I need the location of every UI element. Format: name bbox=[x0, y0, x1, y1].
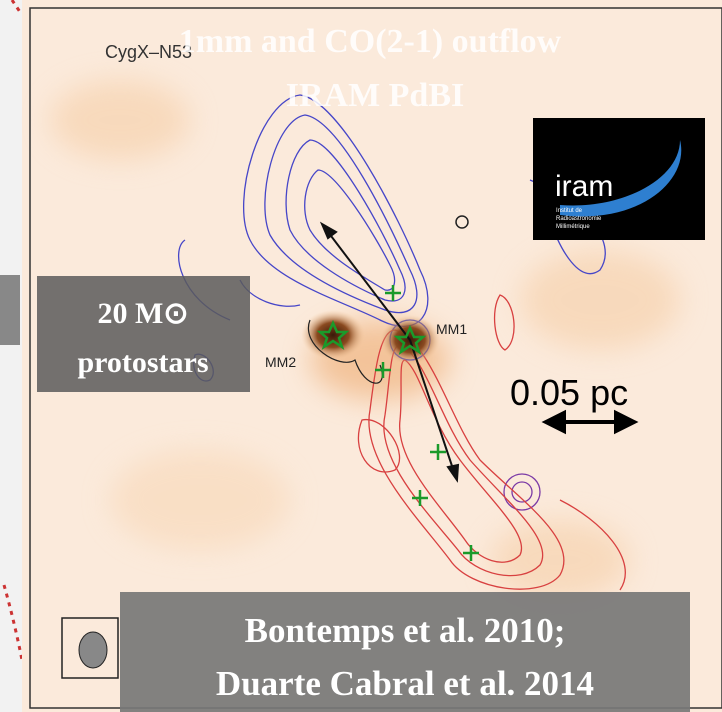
scale-label: 0.05 pc bbox=[510, 372, 628, 413]
reference: Bontemps et al. 2010; bbox=[245, 611, 566, 650]
logo-swoosh bbox=[560, 140, 682, 217]
title: IRAM PdBI bbox=[286, 77, 465, 114]
beam bbox=[78, 631, 108, 669]
dust-contour bbox=[307, 319, 383, 384]
title: 1mm and CO(2-1) outflow bbox=[179, 23, 562, 60]
logo-caption: Institut de bbox=[556, 208, 583, 214]
label-box bbox=[37, 276, 250, 392]
dotted-curve bbox=[2, 0, 24, 661]
logo-box bbox=[533, 118, 705, 240]
reference-box bbox=[120, 592, 690, 712]
source-label: MM2 bbox=[265, 354, 296, 370]
reference: Duarte Cabral et al. 2014 bbox=[216, 664, 594, 703]
logo-text: iram bbox=[555, 170, 613, 203]
source-label: MM1 bbox=[436, 321, 467, 337]
scale-bar bbox=[541, 409, 639, 435]
dust-contour bbox=[455, 215, 469, 229]
mass-label: protostars bbox=[77, 346, 208, 379]
core-mm2 bbox=[301, 310, 365, 360]
field-label: CygX–N53 bbox=[105, 42, 192, 62]
mass-label: 20 M⊙ bbox=[98, 297, 189, 330]
side-box bbox=[0, 275, 20, 345]
map-texture bbox=[50, 80, 680, 600]
red-contours bbox=[357, 294, 626, 591]
outflow-arrows bbox=[319, 221, 460, 483]
logo-caption: Radioastronomie bbox=[556, 216, 602, 222]
source-markers bbox=[316, 285, 479, 561]
logo-caption: Millimétrique bbox=[556, 224, 590, 230]
beam-box bbox=[61, 617, 119, 679]
